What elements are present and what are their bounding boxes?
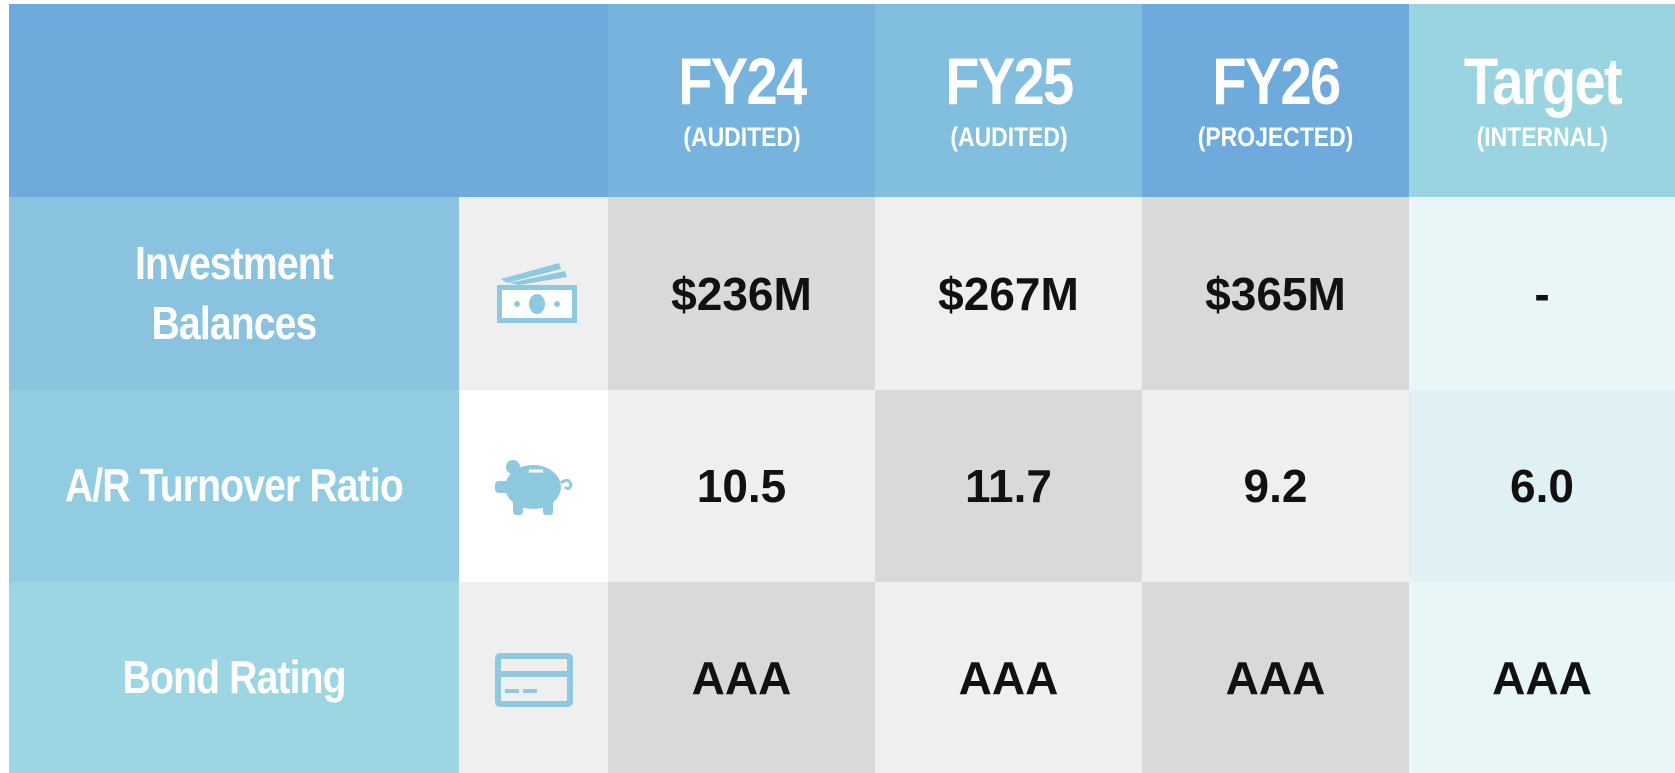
column-subtitle: (PROJECTED) (1197, 122, 1354, 152)
row-label: A/R Turnover Ratio (9, 390, 459, 582)
value-cell: AAA (1142, 582, 1409, 773)
icon-cell (459, 582, 608, 773)
piggy-icon (494, 460, 573, 515)
row-label: Bond Rating (9, 582, 459, 773)
value-cell: - (1409, 197, 1675, 390)
row-label-text: Bond Rating (122, 650, 346, 703)
column-header: Target (INTERNAL) (1409, 4, 1675, 197)
value-cell: 9.2 (1142, 390, 1409, 582)
value-cell: $365M (1142, 197, 1409, 390)
column-subtitle: (AUDITED) (682, 122, 801, 152)
column-header: FY26 (PROJECTED) (1142, 4, 1409, 197)
value-cell: $267M (875, 197, 1142, 390)
card-icon (494, 652, 573, 707)
row-label-text: Investment Balances (135, 236, 334, 349)
row-label: Investment Balances (9, 197, 459, 390)
icon-cell (459, 197, 608, 390)
value-cell: $236M (608, 197, 875, 390)
value-cell: 6.0 (1409, 390, 1675, 582)
value-cell: AAA (875, 582, 1142, 773)
column-subtitle: (AUDITED) (949, 122, 1068, 152)
money-icon (496, 262, 577, 323)
value-cell: 10.5 (608, 390, 875, 582)
metrics-table: FY24 (AUDITED) FY25 (AUDITED) FY26 (PROJECT… (9, 4, 1675, 773)
value-cell: AAA (608, 582, 875, 773)
column-subtitle: (INTERNAL) (1476, 122, 1608, 152)
column-title: FY25 (944, 44, 1074, 118)
value-cell: 11.7 (875, 390, 1142, 582)
column-title: FY26 (1211, 44, 1341, 118)
value-cell: AAA (1409, 582, 1675, 773)
column-title: Target (1463, 44, 1622, 118)
row-label-text: A/R Turnover Ratio (64, 459, 404, 512)
column-header: FY24 (AUDITED) (608, 4, 875, 197)
header-blank (9, 4, 608, 197)
column-header: FY25 (AUDITED) (875, 4, 1142, 197)
icon-cell (459, 390, 608, 582)
column-title: FY24 (677, 44, 807, 118)
